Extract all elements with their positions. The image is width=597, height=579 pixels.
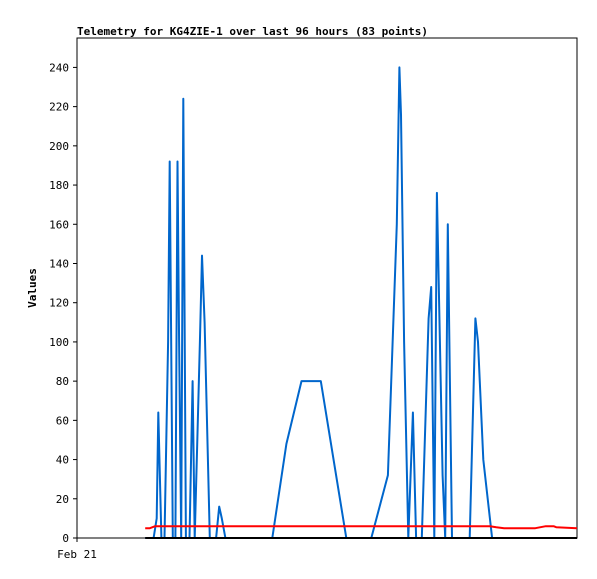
y-tick-label: 60	[56, 414, 69, 427]
y-tick-label: 20	[56, 493, 69, 506]
y-axis-label: Values	[26, 268, 39, 308]
y-tick-label: 40	[56, 454, 69, 467]
plot-area	[76, 37, 578, 539]
series-layer	[145, 66, 578, 539]
y-tick-label: 220	[49, 101, 69, 114]
y-tick-label: 80	[56, 375, 69, 388]
x-tick-label: Feb 21	[57, 548, 97, 561]
y-tick-label: 160	[49, 218, 69, 231]
x-axis: Feb 21	[57, 538, 97, 561]
chart-title: Telemetry for KG4ZIE-1 over last 96 hour…	[77, 25, 428, 38]
y-tick-label: 0	[62, 532, 69, 545]
y-tick-label: 240	[49, 61, 69, 74]
y-tick-label: 120	[49, 297, 69, 310]
y-tick-label: 100	[49, 336, 69, 349]
y-tick-label: 180	[49, 179, 69, 192]
series-line-2	[145, 525, 578, 530]
y-axis: 0 20 40 60 80 100 120 140 160 180 200 220 240	[49, 61, 77, 545]
y-tick-label: 140	[49, 257, 69, 270]
y-tick-label: 200	[49, 140, 69, 153]
series-line-1	[145, 66, 499, 539]
